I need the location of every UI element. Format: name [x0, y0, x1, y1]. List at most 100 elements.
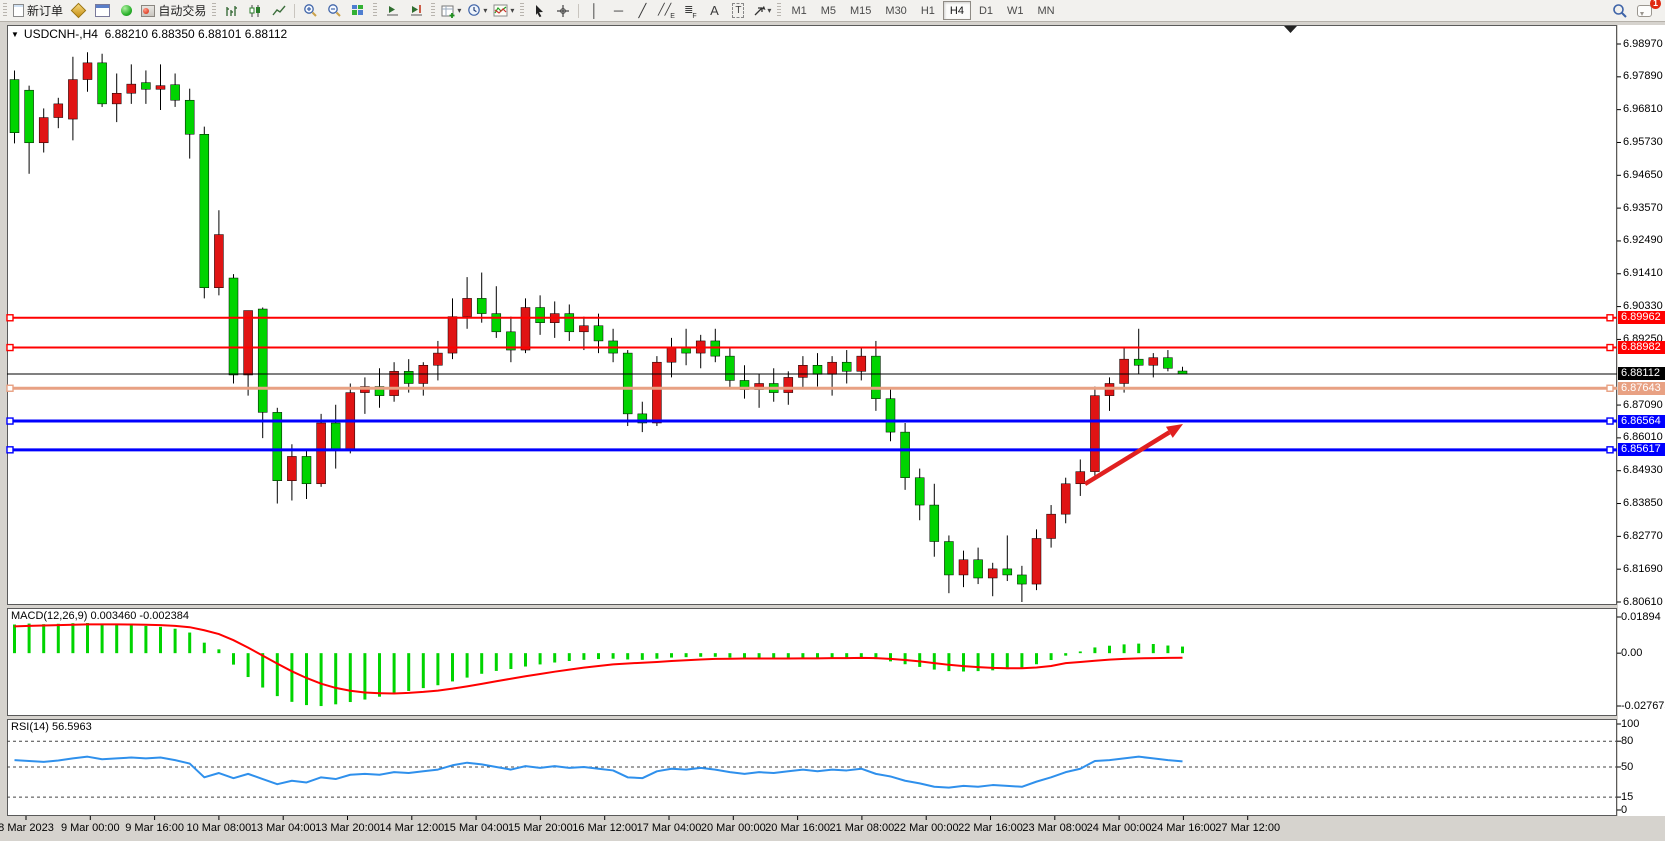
search-icon [1613, 3, 1627, 18]
timeframe-m5[interactable]: M5 [820, 4, 836, 17]
time-axis-label: 14 Mar 12:00 [379, 822, 445, 834]
timeframe-w1[interactable]: W1 [1007, 4, 1024, 17]
search-button[interactable] [1609, 2, 1631, 20]
rsi-panel[interactable] [7, 719, 1617, 816]
text-tool[interactable]: A [703, 2, 725, 20]
arrows-tool[interactable]: ▾ [751, 2, 773, 20]
price-tick-label: 6.95730 [1623, 135, 1663, 148]
ohlc-values: 6.88210 6.88350 6.88101 6.88112 [104, 27, 288, 41]
candlestick-chart-icon [249, 4, 261, 17]
fibonacci-sub-label: F [692, 12, 697, 20]
bar-chart-button[interactable] [220, 2, 242, 20]
cursor-tool-button[interactable] [528, 2, 550, 20]
toolbar-grip[interactable] [3, 3, 7, 18]
equidistant-channel-tool[interactable]: ╱╱ E [655, 2, 677, 20]
seal-icon [71, 4, 85, 17]
zoom-in-icon [304, 4, 317, 17]
price-tick-label: 6.86010 [1623, 431, 1663, 444]
toolbar-grip[interactable] [520, 3, 525, 18]
fibonacci-icon: ≣ [684, 4, 694, 16]
time-axis-label: 8 Mar 2023 [0, 822, 54, 834]
timeframe-m15[interactable]: M15 [850, 4, 872, 17]
price-line-badge: 6.86564 [1618, 414, 1665, 428]
time-axis-label: 15 Mar 04:00 [443, 822, 509, 834]
toolbar-right-group: 1 [1608, 0, 1661, 20]
vertical-line-tool[interactable]: │ [583, 2, 605, 20]
timeframe-h4[interactable]: H4 [942, 1, 971, 20]
line-chart-button[interactable] [268, 2, 290, 20]
toolbar-grip[interactable] [212, 3, 217, 18]
price-tick-label: 6.82770 [1623, 529, 1663, 542]
price-line-badge: 6.88982 [1618, 341, 1665, 355]
seal-button[interactable] [67, 2, 89, 20]
time-axis-label: 20 Mar 00:00 [700, 822, 766, 834]
market-watch-icon [120, 5, 132, 16]
price-tick-label: 6.92490 [1623, 234, 1663, 247]
period-button[interactable]: ▾ [465, 2, 489, 20]
zoom-out-icon [328, 4, 341, 17]
text-label-tool[interactable]: T [727, 2, 749, 20]
macd-panel[interactable] [7, 608, 1617, 716]
timeframe-m1[interactable]: M1 [791, 4, 807, 17]
rsi-value: 56.5963 [51, 721, 92, 733]
price-tick-label: 6.91410 [1623, 267, 1663, 280]
price-line-badge: 6.85617 [1618, 443, 1665, 457]
macd-tick-label: 0.00 [1621, 646, 1643, 659]
new-chart-button[interactable]: ▾ [439, 2, 463, 20]
tile-windows-button[interactable] [347, 2, 369, 20]
timeframe-m30[interactable]: M30 [885, 4, 907, 17]
crosshair-tool-button[interactable] [552, 2, 574, 20]
chat-bubble-icon [1636, 4, 1652, 17]
collapse-icon[interactable]: ▼ [11, 30, 19, 39]
price-chart-panel[interactable] [7, 25, 1617, 605]
dropdown-caret-icon: ▾ [767, 6, 772, 15]
trendline-tool[interactable]: ╱ [631, 2, 653, 20]
time-axis-label: 17 Mar 04:00 [636, 822, 702, 834]
timeframe-h1[interactable]: H1 [920, 4, 935, 17]
toolbar-grip[interactable] [373, 3, 378, 18]
timeframe-toolbar: M1 M5 M15 M30 H1 H4 D1 W1 MN [784, 1, 1061, 20]
time-axis-label: 20 Mar 16:00 [765, 822, 831, 834]
zoom-out-button[interactable] [323, 2, 345, 20]
indicators-icon [493, 4, 508, 16]
price-tick-label: 6.87090 [1623, 398, 1663, 411]
price-tick-label: 6.97890 [1623, 70, 1663, 83]
time-axis-label: 13 Mar 20:00 [315, 822, 380, 834]
chart-shift-button[interactable] [405, 2, 427, 20]
market-watch-button[interactable] [115, 2, 137, 20]
time-axis-label: 9 Mar 16:00 [125, 822, 184, 834]
horizontal-line-tool[interactable]: ─ [607, 2, 629, 20]
tile-windows-icon [352, 5, 364, 16]
time-axis-label: 9 Mar 00:00 [60, 822, 120, 834]
toolbar-grip[interactable] [431, 3, 436, 18]
macd-tick-label: -0.027675 [1621, 699, 1665, 712]
auto-scroll-button[interactable] [381, 2, 403, 20]
toolbar-separator [294, 3, 296, 18]
symbol-period-label: USDCNH-,H4 [23, 27, 98, 41]
toolbar-grip[interactable] [777, 3, 782, 18]
dropdown-caret-icon: ▾ [483, 6, 488, 15]
toolbar: 新订单 自动交易 [0, 0, 1665, 22]
candlestick-chart-button[interactable] [244, 2, 266, 20]
time-axis-label: 13 Mar 04:00 [250, 822, 316, 834]
timeframe-mn[interactable]: MN [1037, 4, 1055, 17]
notifications-button[interactable]: 1 [1633, 0, 1661, 20]
zoom-in-button[interactable] [299, 2, 321, 20]
chart-window-button[interactable] [91, 2, 113, 20]
chart-title: ▼ USDCNH-,H4 6.88210 6.88350 6.88101 6.88… [11, 27, 287, 41]
new-chart-icon [441, 5, 455, 18]
macd-values: 0.003460 -0.002384 [90, 610, 189, 622]
indicators-button[interactable]: ▾ [491, 2, 516, 20]
new-order-button[interactable]: 新订单 [11, 2, 65, 20]
auto-trading-button[interactable]: 自动交易 [139, 2, 208, 20]
chart-shift-icon [410, 5, 422, 16]
notification-badge: 1 [1650, 0, 1661, 9]
price-line-badge: 6.89962 [1618, 311, 1665, 325]
new-order-icon [13, 4, 24, 17]
line-chart-icon [272, 5, 286, 15]
fibonacci-tool[interactable]: ≣ F [679, 2, 701, 20]
timeframe-d1[interactable]: D1 [978, 4, 993, 17]
chart-window-icon [94, 4, 110, 17]
price-tick-label: 6.83850 [1623, 497, 1663, 510]
